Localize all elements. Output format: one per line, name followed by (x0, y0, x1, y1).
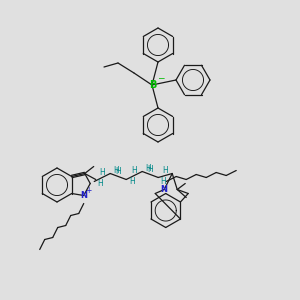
Text: H: H (162, 166, 168, 175)
Text: N: N (161, 185, 168, 194)
Text: +: + (85, 186, 92, 195)
Text: −: − (157, 74, 165, 82)
Text: H: H (115, 167, 121, 176)
Text: B: B (149, 80, 157, 90)
Text: H: H (131, 166, 137, 175)
Text: H: H (99, 168, 105, 177)
Text: H: H (113, 166, 119, 175)
Text: H: H (160, 177, 166, 186)
Text: H: H (97, 179, 103, 188)
Text: N: N (80, 191, 87, 200)
Text: H: H (145, 164, 151, 173)
Text: H: H (129, 177, 135, 186)
Text: H: H (147, 165, 153, 174)
